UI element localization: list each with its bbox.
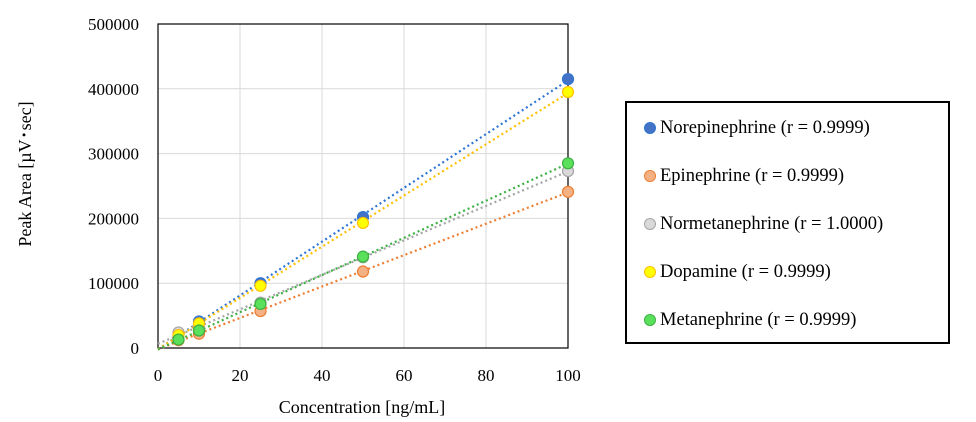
legend-marker — [644, 218, 656, 230]
point-series-2 — [561, 185, 575, 198]
y-axis-label: Peak Area [µV･sec] — [15, 101, 35, 246]
y-tick-labels: 0 100000 200000 300000 400000 500000 — [88, 15, 139, 358]
y-tick-label: 300000 — [88, 145, 139, 164]
grid-lines — [157, 23, 569, 349]
point-series-5 — [254, 297, 267, 311]
legend-item: Epinephrine (r = 0.9999) — [644, 165, 844, 187]
y-tick-label: 500000 — [88, 15, 139, 34]
x-tick-label: 80 — [478, 366, 495, 385]
point-series-2 — [356, 265, 370, 278]
data-points — [172, 72, 575, 347]
x-tick-label: 40 — [314, 366, 331, 385]
legend-marker — [644, 314, 656, 326]
x-tick-label: 20 — [232, 366, 249, 385]
x-tick-labels: 0 20 40 60 80 100 — [154, 366, 581, 385]
point-series-5 — [172, 333, 185, 346]
y-tick-label: 400000 — [88, 80, 139, 99]
point-series-5 — [356, 250, 370, 263]
legend-label: Norepinephrine (r = 0.9999) — [660, 117, 870, 138]
x-axis-label: Concentration [ng/mL] — [279, 397, 445, 417]
legend-item: Metanephrine (r = 0.9999) — [644, 309, 856, 331]
legend: Norepinephrine (r = 0.9999) Epinephrine (… — [625, 101, 950, 344]
x-tick-label: 60 — [396, 366, 413, 385]
legend-label: Normetanephrine (r = 1.0000) — [660, 213, 884, 234]
point-series-4 — [356, 216, 370, 230]
trendline-3 — [157, 170, 569, 345]
legend-marker — [644, 170, 656, 182]
y-tick-label: 200000 — [88, 209, 139, 228]
legend-marker — [644, 122, 656, 134]
legend-label: Epinephrine (r = 0.9999) — [660, 165, 845, 186]
legend-label: Metanephrine (r = 0.9999) — [660, 309, 857, 330]
legend-item: Normetanephrine (r = 1.0000) — [644, 213, 883, 235]
plot-area-border — [157, 23, 569, 349]
point-series-4 — [561, 85, 575, 99]
x-tick-label: 0 — [154, 366, 163, 385]
point-series-5 — [561, 157, 575, 170]
legend-marker — [644, 266, 656, 278]
y-tick-label: 0 — [131, 339, 140, 358]
trendline-2 — [157, 191, 569, 351]
legend-item: Norepinephrine (r = 0.9999) — [644, 117, 870, 139]
point-series-1 — [561, 72, 575, 86]
point-series-5 — [192, 324, 206, 337]
y-tick-label: 100000 — [88, 274, 139, 293]
legend-label: Dopamine (r = 0.9999) — [660, 261, 831, 282]
x-tick-label: 100 — [555, 366, 581, 385]
point-series-4 — [254, 279, 267, 292]
legend-item: Dopamine (r = 0.9999) — [644, 261, 831, 283]
